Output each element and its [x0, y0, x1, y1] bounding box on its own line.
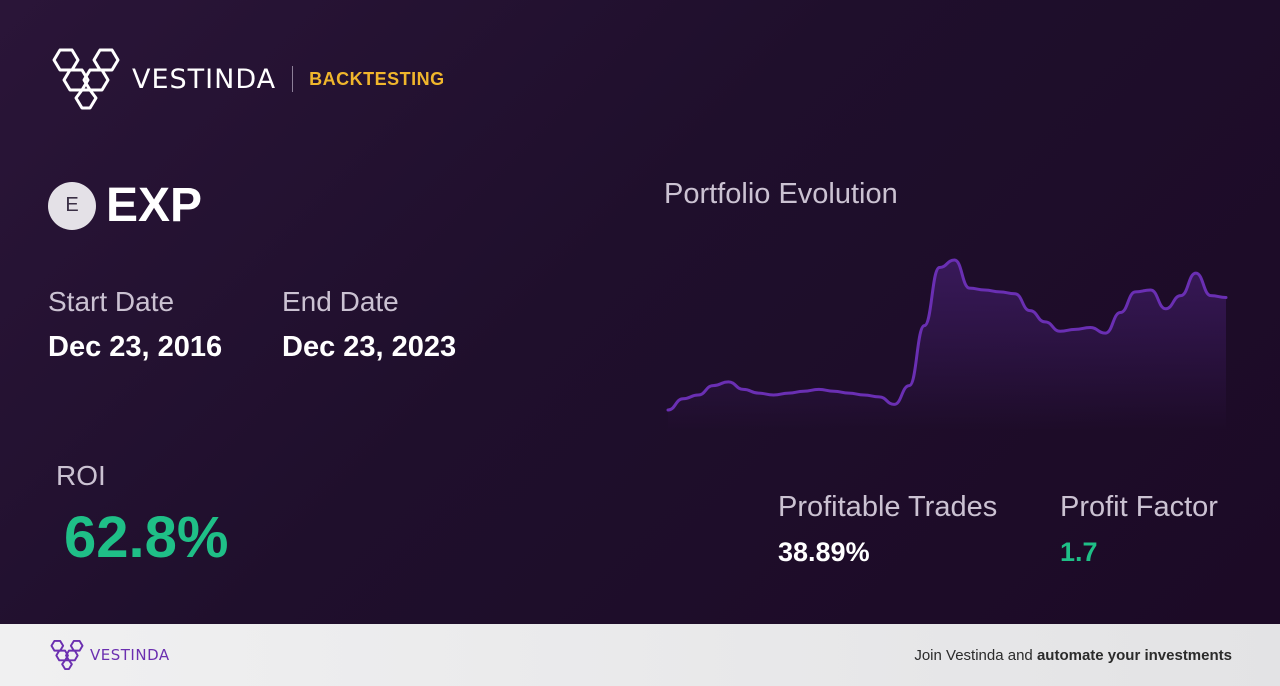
header-brand: VESTINDA BACKTESTING: [48, 46, 445, 112]
vestinda-logo-icon: [52, 48, 120, 110]
end-date-value: Dec 23, 2023: [282, 331, 457, 363]
brand-separator: [292, 66, 294, 92]
chart-title: Portfolio Evolution: [664, 178, 898, 210]
footer-cta-bold: automate your investments: [1036, 646, 1232, 664]
chart-line: [666, 258, 1228, 412]
ticker-symbol: EXP: [106, 179, 203, 232]
brand-tagline: BACKTESTING: [309, 68, 445, 89]
roi-value: 62.8%: [64, 505, 229, 570]
vestinda-logo-icon: [50, 639, 84, 671]
ticker-badge: E: [48, 181, 96, 230]
footer-cta[interactable]: Join Vestinda and automate your investme…: [914, 647, 1232, 664]
profitable-trades-label: Profitable Trades: [778, 491, 998, 523]
roi-label: ROI: [56, 460, 106, 491]
end-date-label: End Date: [282, 286, 399, 317]
chart-area: [668, 260, 1226, 430]
footer: VESTINDA Join Vestinda and automate your…: [0, 624, 1280, 686]
ticker: E EXP: [48, 178, 202, 233]
footer-brand[interactable]: VESTINDA: [48, 639, 170, 671]
profitable-trades-value: 38.89%: [778, 537, 870, 567]
profit-factor-value: 1.7: [1060, 537, 1098, 567]
start-date-value: Dec 23, 2016: [48, 331, 223, 363]
backtest-card: VESTINDA BACKTESTING E EXP Start Date De…: [0, 0, 1280, 624]
footer-cta-prefix: Join Vestinda and: [914, 646, 1037, 664]
footer-brand-name: VESTINDA: [90, 646, 170, 664]
brand-name: VESTINDA: [132, 63, 277, 95]
start-date-label: Start Date: [48, 286, 175, 317]
portfolio-evolution-chart: [666, 258, 1228, 430]
profit-factor-label: Profit Factor: [1060, 491, 1218, 523]
